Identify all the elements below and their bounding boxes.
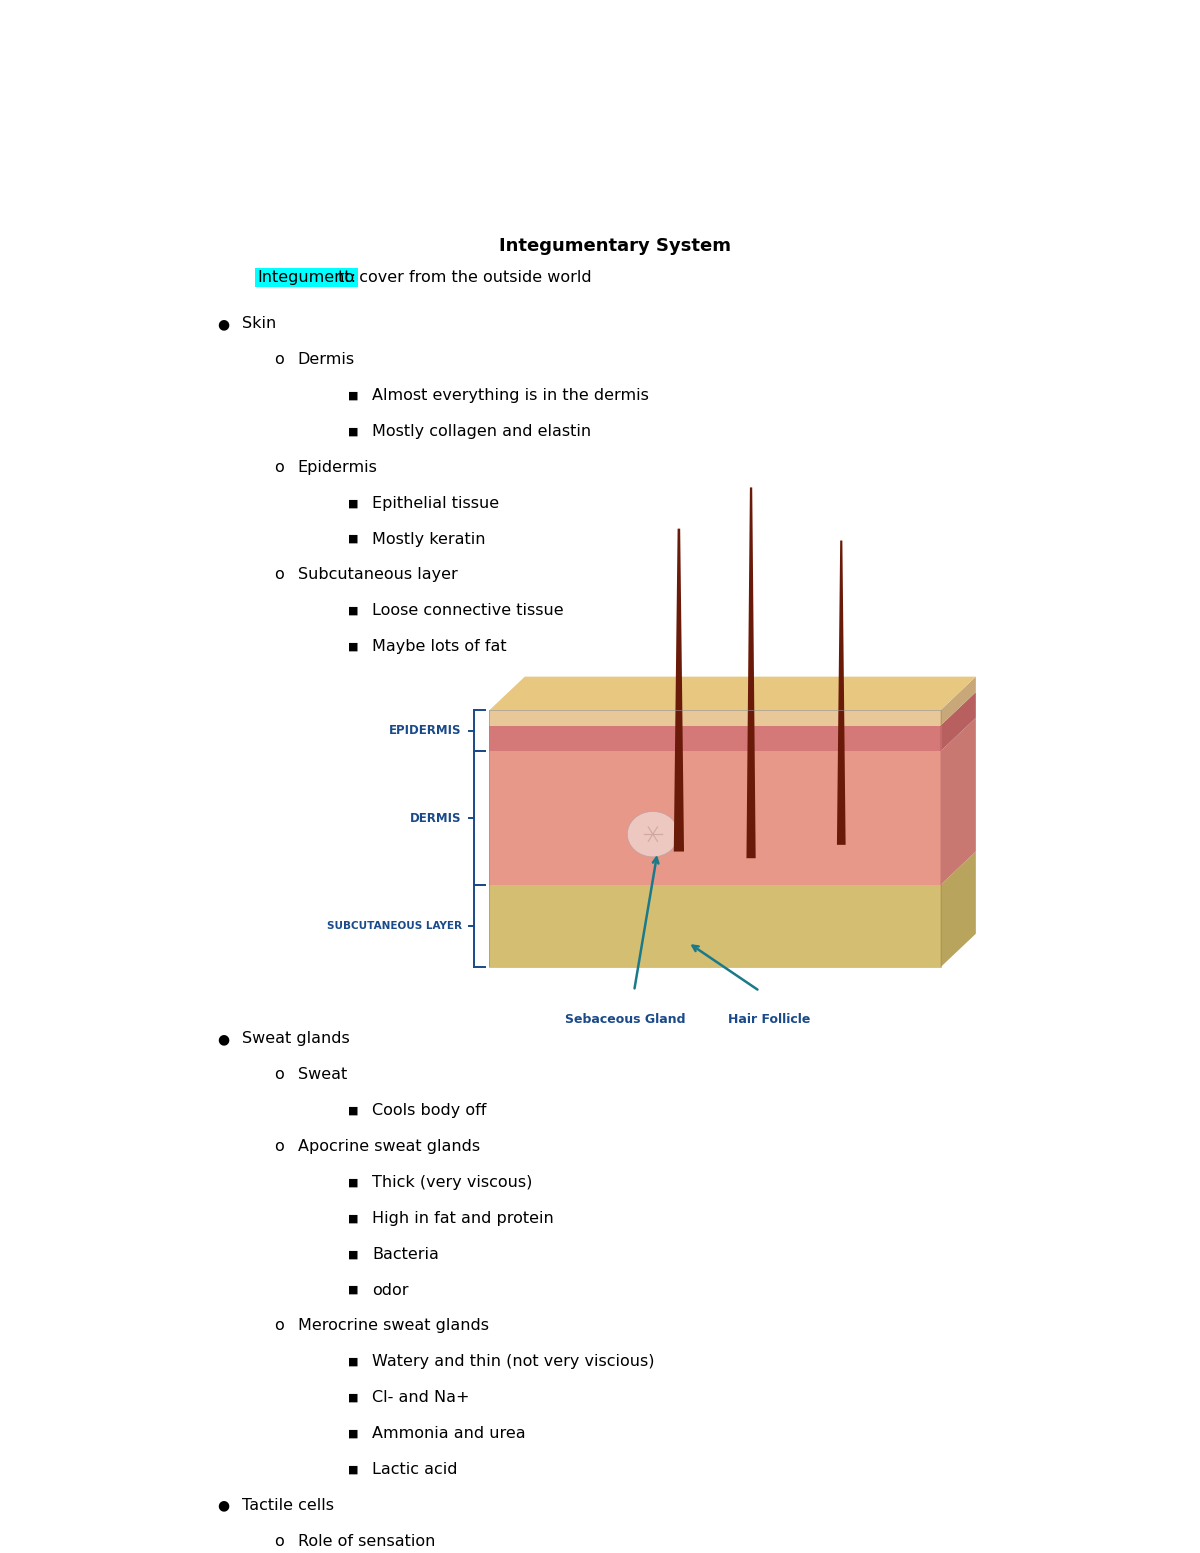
Text: o: o — [275, 1318, 284, 1334]
Text: Integumentary System: Integumentary System — [499, 238, 731, 255]
Text: to cover from the outside world: to cover from the outside world — [334, 270, 592, 284]
Text: ■: ■ — [348, 1464, 359, 1474]
Text: Dermis: Dermis — [298, 353, 355, 367]
Bar — [490, 710, 941, 968]
Text: DERMIS: DERMIS — [410, 812, 462, 825]
Polygon shape — [490, 677, 976, 710]
Ellipse shape — [628, 811, 678, 857]
Text: ■: ■ — [348, 1393, 359, 1402]
Text: Ammonia and urea: Ammonia and urea — [372, 1426, 526, 1441]
Text: o: o — [275, 1138, 284, 1154]
Text: Maybe lots of fat: Maybe lots of fat — [372, 640, 506, 654]
Text: ●: ● — [217, 1499, 229, 1513]
Text: Almost everything is in the dermis: Almost everything is in the dermis — [372, 388, 649, 404]
Text: Tactile cells: Tactile cells — [242, 1497, 334, 1513]
Text: ●: ● — [217, 1033, 229, 1047]
Text: High in fat and protein: High in fat and protein — [372, 1211, 554, 1225]
Bar — [490, 710, 941, 725]
Text: o: o — [275, 567, 284, 582]
Text: Mostly keratin: Mostly keratin — [372, 531, 486, 547]
Bar — [490, 752, 941, 885]
Text: Skin: Skin — [242, 317, 276, 331]
Polygon shape — [673, 528, 684, 851]
Text: ■: ■ — [348, 606, 359, 617]
Text: Loose connective tissue: Loose connective tissue — [372, 604, 564, 618]
Text: ■: ■ — [348, 641, 359, 652]
Text: Sebaceous Gland: Sebaceous Gland — [564, 1013, 685, 1025]
Text: SUBCUTANEOUS LAYER: SUBCUTANEOUS LAYER — [326, 921, 462, 932]
Text: ■: ■ — [348, 1429, 359, 1438]
Polygon shape — [941, 717, 976, 885]
Text: ■: ■ — [348, 499, 359, 508]
Text: Cools body off: Cools body off — [372, 1103, 487, 1118]
Text: Merocrine sweat glands: Merocrine sweat glands — [298, 1318, 488, 1334]
Text: odor: odor — [372, 1283, 409, 1298]
Text: Integument:: Integument: — [257, 270, 356, 284]
Text: ■: ■ — [348, 391, 359, 401]
Text: Sweat: Sweat — [298, 1067, 347, 1082]
Polygon shape — [941, 851, 976, 968]
Text: o: o — [275, 353, 284, 367]
Polygon shape — [746, 488, 756, 859]
Text: Hair Follicle: Hair Follicle — [728, 1013, 810, 1025]
Text: Mostly collagen and elastin: Mostly collagen and elastin — [372, 424, 592, 439]
Text: ■: ■ — [348, 534, 359, 544]
Text: o: o — [275, 1534, 284, 1548]
Text: Thick (very viscous): Thick (very viscous) — [372, 1176, 533, 1190]
Text: Epithelial tissue: Epithelial tissue — [372, 495, 499, 511]
Text: ●: ● — [217, 317, 229, 331]
Text: ■: ■ — [348, 1357, 359, 1367]
Text: Role of sensation: Role of sensation — [298, 1534, 436, 1548]
Text: Sweat glands: Sweat glands — [242, 1031, 350, 1047]
Text: Watery and thin (not very viscious): Watery and thin (not very viscious) — [372, 1354, 655, 1370]
Text: Apocrine sweat glands: Apocrine sweat glands — [298, 1138, 480, 1154]
Polygon shape — [941, 693, 976, 752]
Text: Cl- and Na+: Cl- and Na+ — [372, 1390, 469, 1405]
Text: Lactic acid: Lactic acid — [372, 1461, 457, 1477]
Text: o: o — [275, 1067, 284, 1082]
Text: ■: ■ — [348, 1213, 359, 1224]
Polygon shape — [941, 677, 976, 725]
Bar — [490, 725, 941, 752]
Text: Bacteria: Bacteria — [372, 1247, 439, 1261]
Text: ■: ■ — [348, 1177, 359, 1188]
Text: Subcutaneous layer: Subcutaneous layer — [298, 567, 457, 582]
Text: EPIDERMIS: EPIDERMIS — [389, 724, 462, 738]
Text: ■: ■ — [348, 1106, 359, 1115]
Polygon shape — [836, 540, 846, 845]
Bar — [490, 885, 941, 968]
Text: ■: ■ — [348, 1284, 359, 1295]
Text: ■: ■ — [348, 1249, 359, 1259]
Text: ■: ■ — [348, 427, 359, 436]
Text: o: o — [275, 460, 284, 475]
Text: Epidermis: Epidermis — [298, 460, 378, 475]
